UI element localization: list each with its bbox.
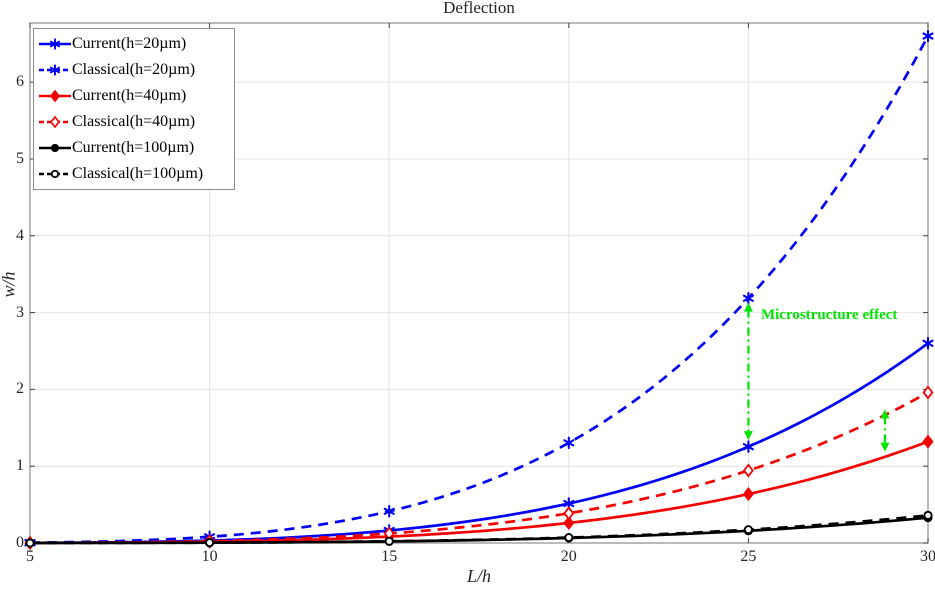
microstructure-arrow [743, 302, 753, 441]
circle-open-marker [205, 538, 215, 548]
y-tick-label: 0 [16, 534, 24, 551]
star-marker [50, 38, 60, 50]
y-tick-label: 1 [16, 457, 24, 475]
star-arm [742, 443, 754, 451]
legend-sample-classical-h20 [39, 64, 71, 76]
legend-row: Current(h=100µm) [38, 135, 228, 161]
diamond-open-marker [742, 463, 754, 478]
microstructure-effect-annotation: Microstructure effect [760, 307, 898, 324]
circle-open-marker [384, 536, 394, 546]
legend-row: Classical(h=20µm) [38, 57, 228, 83]
microstructure-arrow [880, 409, 890, 452]
star-marker [50, 64, 60, 76]
legend-sample-current-h40 [39, 89, 71, 103]
star-arm [563, 439, 575, 447]
star-arm [922, 339, 934, 347]
y-tick-label: 5 [16, 149, 24, 167]
legend-label: Current(h=100µm) [72, 139, 195, 156]
star-marker [563, 436, 575, 450]
x-tick-label: 25 [740, 548, 757, 565]
series-line-1 [29, 35, 930, 544]
diamond-open-marker [922, 385, 934, 400]
legend-sample-classical-h100 [39, 169, 71, 179]
circle-open-marker [25, 538, 35, 548]
circle-open-marker [743, 525, 753, 535]
x-tick-label: 30 [920, 548, 935, 565]
legend-label: Classical(h=40µm) [72, 113, 196, 130]
series-line-5 [29, 514, 929, 545]
legend-sample-classical-h40 [39, 115, 71, 129]
legend-row: Current(h=40µm) [38, 83, 228, 109]
legend-sample-current-h100 [39, 143, 71, 153]
legend-sample-current-h20 [39, 38, 71, 50]
axes-box [29, 22, 929, 544]
legend-label: Current(h=20µm) [72, 35, 187, 52]
diamond-open-marker [50, 115, 60, 129]
diamond-marker [563, 515, 575, 531]
diamond-marker [50, 89, 60, 103]
y-tick-label: 3 [16, 303, 24, 321]
series-line-0 [29, 342, 929, 545]
star-marker [383, 505, 395, 518]
star-arm [563, 499, 575, 508]
diamond-marker [742, 487, 754, 502]
x-tick-label: 15 [381, 548, 398, 565]
star-arm [922, 32, 934, 40]
star-arm [383, 507, 395, 515]
chart-title: Deflection [443, 0, 515, 17]
legend: Current(h=20µm) Classical(h=20µm) Curren… [33, 28, 235, 190]
circle-open-marker [564, 532, 574, 543]
y-tick-label: 6 [16, 73, 24, 91]
circle-marker [50, 143, 60, 153]
x-tick-label: 5 [26, 548, 34, 565]
legend-label: Classical(h=100µm) [72, 165, 204, 182]
star-marker [922, 29, 934, 43]
y-tick-label: 4 [16, 226, 24, 244]
arrowhead-down [743, 431, 753, 441]
diamond-marker [922, 434, 934, 449]
y-tick-label: 2 [16, 380, 24, 398]
legend-label: Current(h=40µm) [72, 87, 187, 104]
arrowhead-up [743, 302, 753, 312]
circle-open-marker [923, 510, 933, 520]
legend-row: Classical(h=40µm) [38, 109, 228, 135]
arrowhead-down [880, 442, 890, 452]
legend-label: Classical(h=20µm) [72, 61, 196, 78]
star-marker [742, 292, 754, 305]
star-arm [50, 40, 60, 48]
x-axis-label: L/h [466, 566, 491, 586]
circle-open-marker [50, 169, 60, 179]
legend-row: Current(h=20µm) [38, 31, 228, 57]
diamond-open-marker [563, 506, 575, 521]
x-tick-label: 20 [560, 548, 577, 565]
star-arm [50, 66, 60, 74]
star-arm [742, 294, 754, 302]
star-marker [922, 337, 934, 350]
star-marker [742, 440, 754, 453]
legend-row: Classical(h=100µm) [38, 161, 228, 187]
arrowhead-up [880, 409, 890, 419]
x-tick-label: 10 [201, 548, 218, 565]
